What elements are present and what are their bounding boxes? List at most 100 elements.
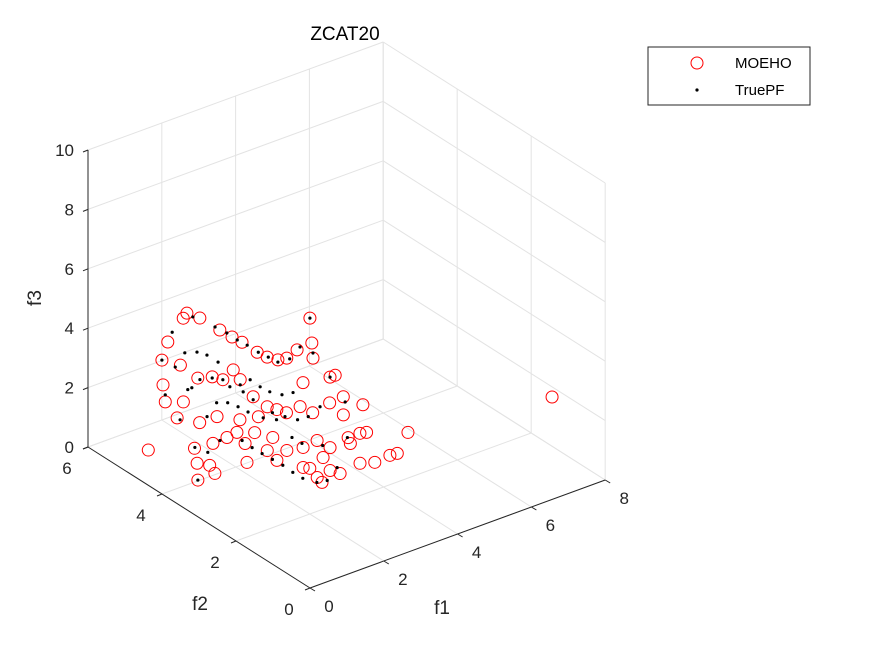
moeho-point	[156, 378, 170, 392]
moeho-point	[343, 437, 357, 450]
truepf-point	[210, 376, 214, 380]
x-tick-mark	[604, 479, 611, 484]
moeho-point	[328, 368, 342, 382]
truepf-point	[221, 378, 225, 382]
truepf-point	[198, 377, 202, 382]
chart-title: ZCAT20	[310, 24, 379, 45]
moeho-point	[280, 351, 294, 365]
moeho-point	[360, 425, 374, 439]
z-tick-label: 0	[65, 438, 74, 457]
truepf-point	[311, 351, 315, 355]
truepf-point	[235, 338, 239, 342]
moeho-point	[270, 403, 284, 417]
y-tick-label: 6	[62, 459, 71, 478]
moeho-point	[155, 353, 169, 367]
side-wall-grid-line	[382, 100, 606, 243]
truepf-point	[270, 457, 275, 462]
z-tick-label: 4	[65, 319, 74, 338]
back-wall-grid-line	[87, 219, 384, 329]
moeho-point	[161, 335, 175, 349]
x-tick-label: 6	[546, 516, 555, 535]
moeho-point	[260, 444, 274, 458]
moeho-point	[190, 456, 204, 470]
x-tick-mark	[383, 560, 390, 565]
y-axis-line	[87, 446, 311, 589]
floor-grid-line	[161, 419, 385, 562]
moeho-point	[296, 460, 310, 474]
moeho-point	[193, 311, 207, 325]
x-tick-label: 2	[398, 570, 407, 589]
moeho-point	[303, 461, 317, 475]
z-tick-mark	[82, 327, 89, 331]
truepf-point	[258, 385, 262, 389]
truepf-point	[295, 418, 300, 422]
back-wall-grid-line	[87, 41, 384, 151]
truepf-point	[315, 480, 319, 485]
truepf-point	[206, 450, 210, 454]
back-wall-grid-line	[87, 279, 384, 389]
moeho-point	[306, 406, 320, 420]
moeho-point	[158, 395, 172, 409]
y-tick-mark	[230, 540, 237, 544]
truepf-point	[178, 418, 182, 422]
moeho-point	[141, 443, 155, 457]
side-wall-grid-line	[382, 279, 606, 422]
moeho-point	[240, 455, 254, 469]
moeho-point	[233, 413, 247, 427]
moeho-point	[238, 436, 252, 450]
moeho-point	[368, 455, 382, 469]
side-wall-grid-line	[382, 160, 606, 303]
axes	[82, 149, 611, 592]
moeho-point	[213, 323, 227, 337]
x-tick-mark	[309, 587, 316, 592]
truepf-point	[345, 435, 349, 440]
moeho-point	[356, 398, 370, 412]
moeho-point	[248, 426, 262, 440]
truepf-point	[240, 438, 244, 443]
truepf-point	[270, 411, 275, 415]
truepf-point	[160, 358, 164, 362]
truepf-point	[195, 350, 199, 354]
truepf-point	[190, 386, 194, 390]
moeho-point	[170, 411, 184, 425]
truepf-point	[274, 418, 279, 422]
moeho-point	[305, 336, 319, 350]
truepf-point	[268, 390, 272, 394]
moeho-point	[191, 371, 205, 385]
truepf-point	[260, 451, 264, 456]
y-tick-mark	[304, 587, 311, 591]
truepf-point	[213, 325, 217, 329]
truepf-point	[335, 466, 339, 470]
moeho-point	[230, 425, 244, 439]
y-tick-label: 2	[210, 553, 219, 572]
x-tick-mark	[531, 506, 537, 511]
truepf-point	[261, 416, 265, 420]
moeho-point	[323, 370, 337, 384]
x-tick-mark	[457, 533, 463, 538]
truepf-point	[251, 398, 255, 402]
truepf-point	[191, 315, 195, 319]
z-axis-label: f3	[25, 290, 46, 306]
y-tick-mark	[156, 493, 163, 497]
moeho-point	[310, 433, 324, 447]
moeho-point	[293, 400, 307, 414]
truepf-point	[183, 351, 187, 355]
truepf-point	[328, 375, 332, 379]
moeho-point	[280, 443, 294, 457]
legend[interactable]: MOEHO TruePF	[647, 46, 811, 106]
legend-label-truepf: TruePF	[735, 82, 784, 99]
legend-box	[647, 46, 811, 106]
moeho-point	[235, 335, 249, 349]
legend-circle-marker-icon	[690, 56, 704, 70]
truepf-point	[205, 353, 209, 357]
y-tick-label: 0	[284, 600, 293, 619]
legend-label-moeho: MOEHO	[735, 55, 792, 72]
truepf-point	[308, 316, 312, 320]
truepf-point	[281, 463, 285, 467]
moeho-point	[206, 436, 220, 450]
truepf-point	[266, 355, 270, 359]
moeho-point	[191, 473, 205, 487]
truepf-point	[298, 345, 302, 349]
moeho-point	[176, 311, 190, 325]
